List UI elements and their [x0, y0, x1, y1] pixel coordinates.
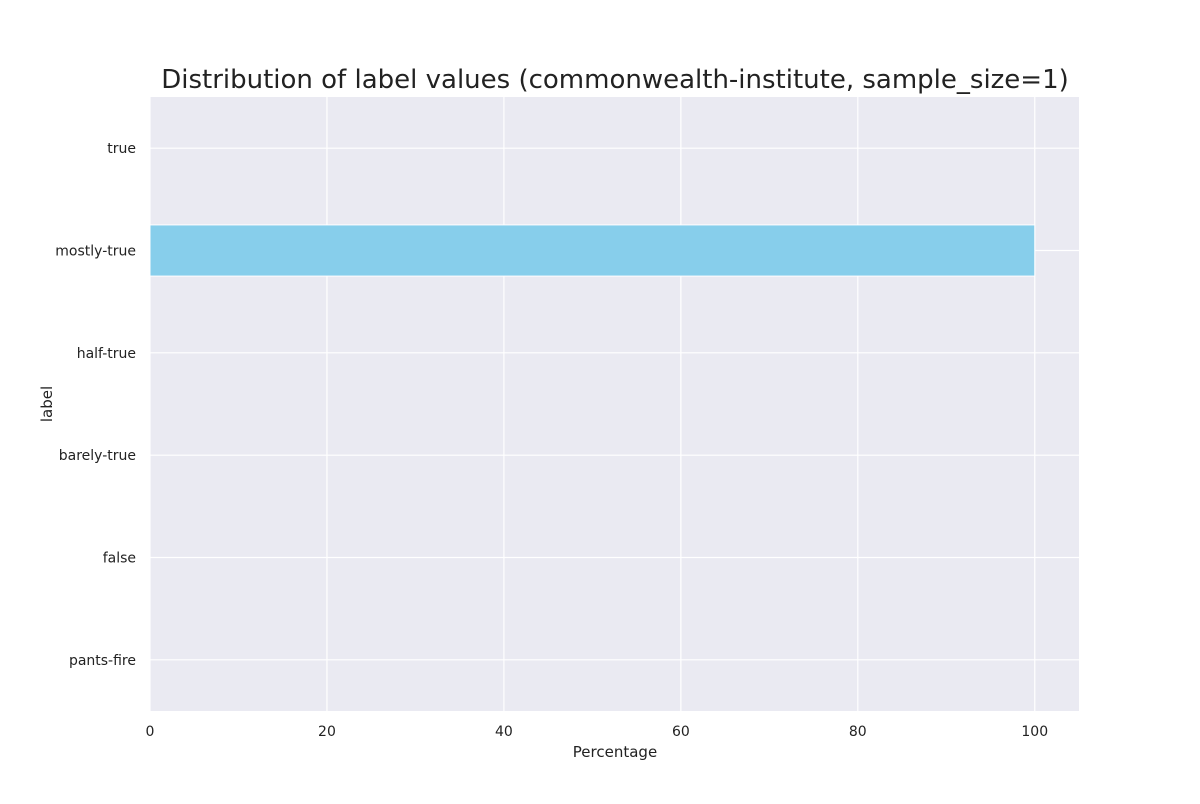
y-tick-labels: true mostly-true half-true barely-true false… — [55, 141, 136, 669]
x-tick-labels: 0 20 40 60 80 100 — [146, 724, 1049, 740]
x-tick-label: 0 — [146, 724, 155, 740]
grid-lines — [149, 97, 1079, 711]
plot-area — [150, 97, 1079, 711]
chart-title: Distribution of label values (commonweal… — [161, 65, 1069, 95]
y-tick-label: barely-true — [59, 448, 136, 464]
y-tick-label: mostly-true — [55, 244, 136, 260]
y-axis-label: label — [38, 386, 56, 422]
x-tick-label: 80 — [849, 724, 867, 740]
bars — [149, 224, 1036, 277]
x-tick-label: 100 — [1021, 724, 1048, 740]
x-tick-label: 40 — [495, 724, 513, 740]
y-tick-label: false — [103, 551, 136, 567]
bar-mostly-true — [149, 224, 1036, 277]
y-tick-label: pants-fire — [69, 653, 136, 669]
x-tick-label: 20 — [318, 724, 336, 740]
x-tick-label: 60 — [672, 724, 690, 740]
y-tick-label: true — [107, 141, 136, 157]
x-axis-label: Percentage — [573, 743, 657, 761]
y-tick-label: half-true — [77, 346, 136, 362]
